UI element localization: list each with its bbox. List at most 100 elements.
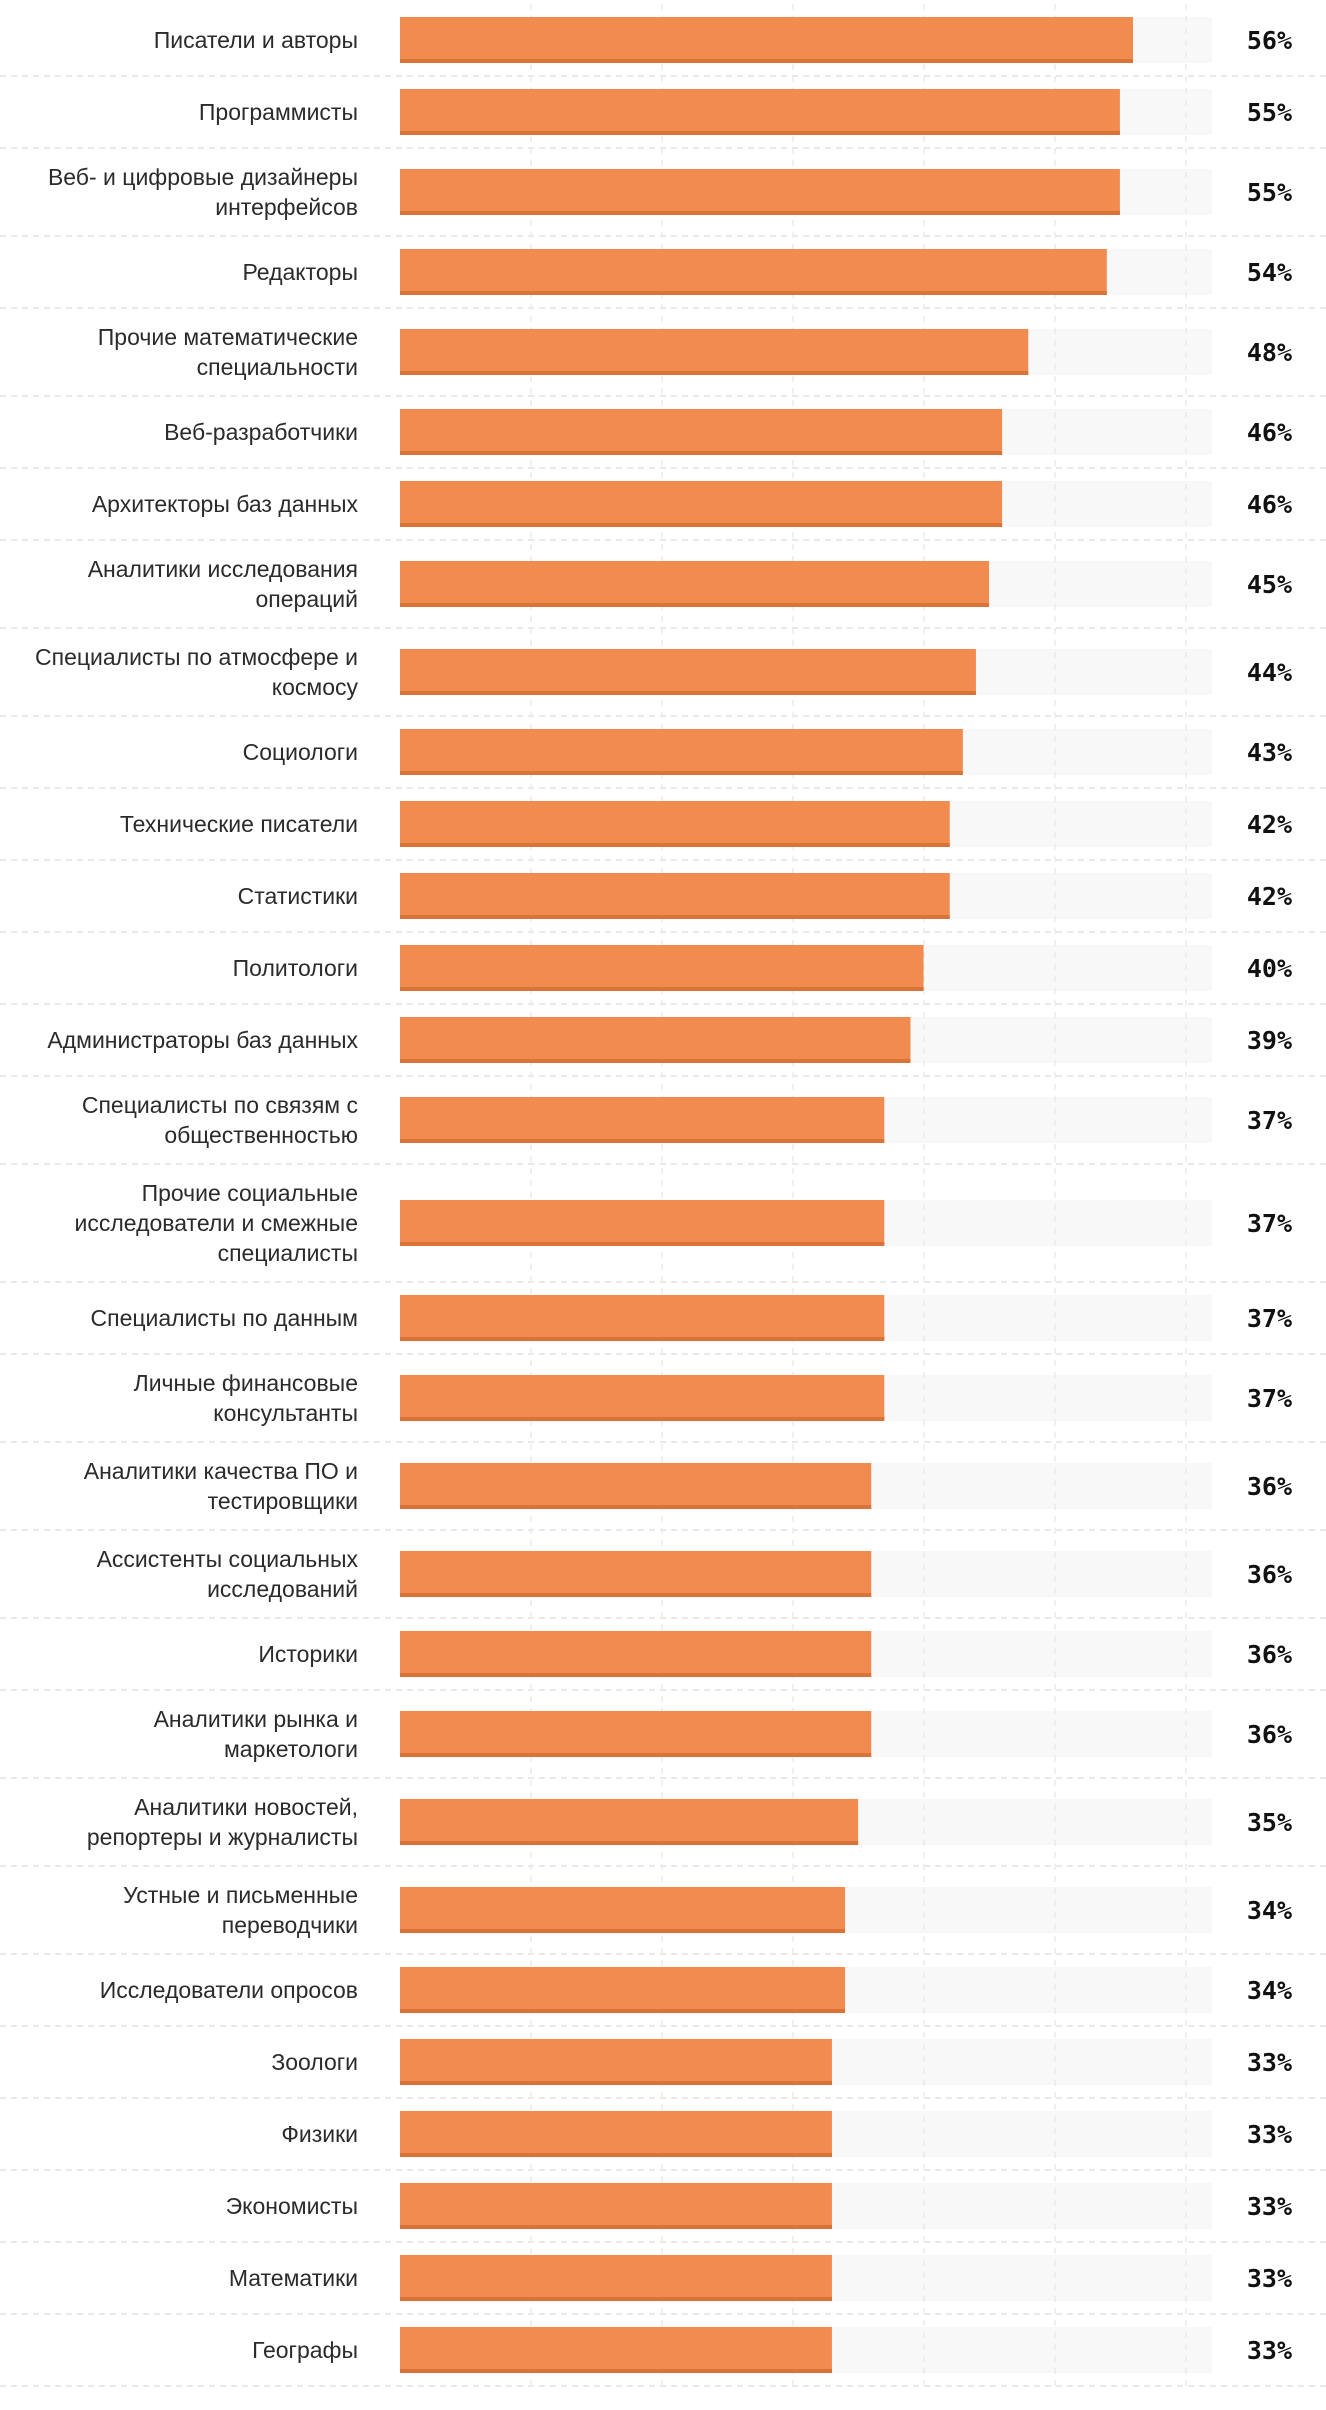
category-label: Веб-разработчики [164, 419, 358, 445]
value-label: 55% [1247, 178, 1292, 207]
value-label: 33% [1247, 2048, 1292, 2077]
bar [400, 2039, 832, 2085]
bar [400, 2111, 832, 2157]
category-label: Аналитики исследования операций [88, 556, 358, 612]
category-label: Математики [229, 2265, 358, 2291]
bar-shadow [400, 291, 1107, 295]
value-labels: 56% 55% 55% 54% 48% 46% 46% 45% 44% 43% 42% 42% 40% 3… [1247, 26, 1292, 2365]
value-label: 44% [1247, 658, 1292, 687]
bar-shadow [400, 2081, 832, 2085]
bar-shadow [400, 1673, 872, 1677]
category-label: Географы [252, 2337, 358, 2363]
bar [400, 481, 1003, 527]
value-label: 40% [1247, 954, 1292, 983]
bar [400, 1799, 859, 1845]
value-label: 33% [1247, 2120, 1292, 2149]
category-label: Аналитики рынка и маркетологи [154, 1706, 358, 1762]
bar-shadow [400, 843, 950, 847]
category-label: Специалисты по атмосфере и космосу [35, 644, 358, 700]
value-label: 35% [1247, 1808, 1292, 1837]
value-label: 45% [1247, 570, 1292, 599]
value-label: 46% [1247, 418, 1292, 447]
category-label: Экономисты [226, 2193, 358, 2219]
category-label: Физики [281, 2121, 358, 2147]
bar-shadow [400, 603, 990, 607]
bar [400, 561, 990, 607]
bar [400, 249, 1107, 295]
bar-shadow [400, 1929, 846, 1933]
bar-shadow [400, 2225, 832, 2229]
value-label: 33% [1247, 2336, 1292, 2365]
value-label: 37% [1247, 1106, 1292, 1135]
value-label: 34% [1247, 1976, 1292, 2005]
category-label: Аналитики новостей, репортеры и журналист… [87, 1794, 358, 1850]
value-label: 54% [1247, 258, 1292, 287]
category-label: Технические писатели [120, 811, 358, 837]
bar-shadow [400, 1841, 859, 1845]
bar [400, 169, 1120, 215]
value-label: 36% [1247, 1472, 1292, 1501]
value-label: 36% [1247, 1640, 1292, 1669]
bar [400, 729, 963, 775]
category-label: Администраторы баз данных [47, 1027, 358, 1053]
bar [400, 329, 1029, 375]
bar-shadow [400, 915, 950, 919]
value-label: 43% [1247, 738, 1292, 767]
category-label: Исследователи опросов [100, 1977, 358, 2003]
category-label: Прочие математические специальности [98, 324, 358, 380]
bar-shadow [400, 1337, 885, 1341]
bar-shadow [400, 1753, 872, 1757]
category-label: Специалисты по данным [91, 1305, 359, 1331]
category-label: Зоологи [271, 2049, 358, 2075]
bar-shadow [400, 1505, 872, 1509]
bar-shadow [400, 523, 1003, 527]
category-label: Личные финансовые консультанты [134, 1370, 358, 1426]
category-label: Политологи [233, 955, 358, 981]
bar-shadow [400, 771, 963, 775]
bar [400, 801, 950, 847]
grid-lines [530, 4, 1187, 2386]
bar-shadow [400, 2369, 832, 2373]
bar [400, 649, 976, 695]
value-label: 55% [1247, 98, 1292, 127]
bar-shadow [400, 691, 976, 695]
category-label: Архитекторы баз данных [92, 491, 359, 517]
bar [400, 1375, 885, 1421]
value-label: 46% [1247, 490, 1292, 519]
value-label: 37% [1247, 1384, 1292, 1413]
bar [400, 1295, 885, 1341]
category-label: Историки [258, 1641, 358, 1667]
bar [400, 1463, 872, 1509]
value-label: 56% [1247, 26, 1292, 55]
bar [400, 2327, 832, 2373]
bar [400, 1711, 872, 1757]
value-label: 36% [1247, 1560, 1292, 1589]
bar [400, 1097, 885, 1143]
category-label: Аналитики качества ПО и тестировщики [84, 1458, 358, 1514]
bar [400, 945, 924, 991]
bar-shadow [400, 1593, 872, 1597]
bar [400, 409, 1003, 455]
category-label: Программисты [199, 99, 358, 125]
value-label: 37% [1247, 1304, 1292, 1333]
bar [400, 1967, 846, 2013]
category-label: Редакторы [242, 259, 358, 285]
bar-shadow [400, 1417, 885, 1421]
category-label: Прочие социальные исследователи и смежные… [75, 1180, 358, 1266]
value-label: 33% [1247, 2192, 1292, 2221]
value-label: 48% [1247, 338, 1292, 367]
bar [400, 1551, 872, 1597]
bar-shadow [400, 2153, 832, 2157]
bar-shadow [400, 1242, 885, 1246]
bar-shadow [400, 59, 1133, 63]
category-label: Социологи [243, 739, 358, 765]
category-label: Специалисты по связям с общественностью [82, 1092, 358, 1148]
value-label: 34% [1247, 1896, 1292, 1925]
category-label: Устные и письменные переводчики [123, 1882, 358, 1938]
category-label: Статистики [238, 883, 358, 909]
value-label: 42% [1247, 810, 1292, 839]
value-label: 33% [1247, 2264, 1292, 2293]
category-label: Писатели и авторы [154, 27, 358, 53]
bar [400, 873, 950, 919]
bar-shadow [400, 2297, 832, 2301]
